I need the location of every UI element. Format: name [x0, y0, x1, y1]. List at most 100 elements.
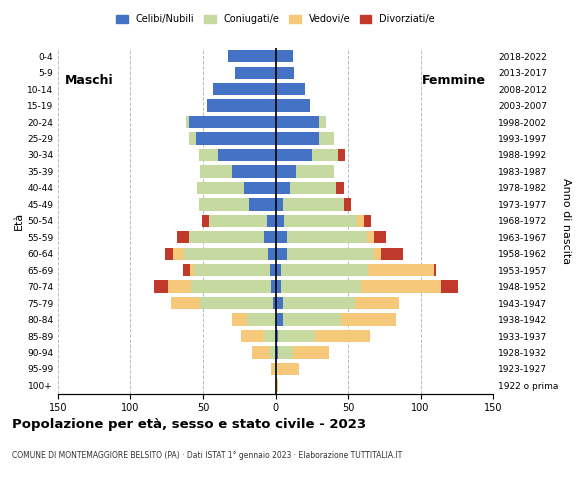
Bar	[276, 330, 278, 342]
Bar	[276, 149, 312, 161]
Bar	[296, 165, 334, 178]
Bar	[271, 280, 276, 293]
Bar	[218, 149, 276, 161]
Bar	[276, 215, 284, 227]
Text: COMUNE DI MONTEMAGGIORE BELSITO (PA) · Dati ISTAT 1° gennaio 2023 · Elaborazione: COMUNE DI MONTEMAGGIORE BELSITO (PA) · D…	[12, 451, 402, 460]
Bar	[188, 132, 196, 144]
Bar	[227, 50, 276, 62]
Bar	[276, 231, 287, 243]
Bar	[276, 116, 319, 128]
Bar	[213, 83, 276, 96]
Bar	[278, 330, 314, 342]
Bar	[312, 149, 338, 161]
Bar	[319, 132, 333, 144]
Bar	[319, 116, 326, 128]
Bar	[336, 182, 343, 194]
Bar	[276, 248, 287, 260]
Bar	[188, 231, 264, 243]
Bar	[274, 363, 276, 375]
Bar	[165, 248, 173, 260]
Bar	[232, 313, 246, 326]
Bar	[173, 248, 184, 260]
Bar	[276, 99, 310, 112]
Bar	[276, 165, 296, 178]
Bar	[441, 280, 458, 293]
Bar	[208, 99, 276, 112]
Bar	[198, 149, 218, 161]
Bar	[276, 182, 290, 194]
Bar	[168, 280, 191, 293]
Bar	[290, 182, 336, 194]
Bar	[252, 346, 270, 359]
Bar	[191, 280, 271, 293]
Bar	[202, 215, 209, 227]
Bar	[235, 67, 276, 79]
Bar	[434, 264, 436, 276]
Bar	[249, 198, 276, 211]
Bar	[281, 280, 361, 293]
Y-axis label: Età: Età	[14, 212, 24, 230]
Bar	[276, 280, 281, 293]
Bar	[276, 50, 293, 62]
Bar	[276, 297, 283, 309]
Bar	[264, 330, 276, 342]
Bar	[357, 215, 364, 227]
Bar	[367, 231, 374, 243]
Legend: Celibi/Nubili, Coniugati/e, Vedovi/e, Divorziati/e: Celibi/Nubili, Coniugati/e, Vedovi/e, Di…	[113, 12, 438, 27]
Bar	[184, 248, 268, 260]
Bar	[200, 297, 273, 309]
Bar	[276, 198, 283, 211]
Bar	[341, 313, 396, 326]
Bar	[271, 363, 274, 375]
Bar	[276, 132, 319, 144]
Bar	[209, 215, 267, 227]
Bar	[338, 149, 345, 161]
Text: Popolazione per età, sesso e stato civile - 2023: Popolazione per età, sesso e stato civil…	[12, 418, 366, 431]
Bar	[361, 280, 441, 293]
Bar	[270, 346, 275, 359]
Bar	[244, 182, 276, 194]
Bar	[283, 313, 341, 326]
Bar	[374, 248, 382, 260]
Y-axis label: Anno di nascita: Anno di nascita	[561, 178, 571, 264]
Bar	[197, 182, 244, 194]
Bar	[267, 215, 276, 227]
Bar	[284, 215, 357, 227]
Bar	[364, 215, 371, 227]
Bar	[278, 346, 293, 359]
Bar	[196, 132, 276, 144]
Bar	[268, 248, 276, 260]
Bar	[355, 297, 399, 309]
Bar	[382, 248, 403, 260]
Bar	[188, 116, 276, 128]
Bar	[183, 264, 190, 276]
Bar	[276, 379, 278, 392]
Bar	[287, 248, 374, 260]
Bar	[276, 363, 299, 375]
Bar	[276, 67, 295, 79]
Bar	[276, 313, 283, 326]
Bar	[190, 264, 194, 276]
Bar	[287, 231, 367, 243]
Bar	[343, 198, 351, 211]
Bar	[314, 330, 370, 342]
Bar	[246, 313, 276, 326]
Bar	[276, 83, 304, 96]
Text: Maschi: Maschi	[65, 74, 114, 87]
Bar	[198, 198, 249, 211]
Bar	[154, 280, 168, 293]
Bar	[276, 346, 278, 359]
Bar	[270, 264, 275, 276]
Bar	[283, 297, 355, 309]
Bar	[194, 264, 270, 276]
Bar	[293, 346, 329, 359]
Text: Femmine: Femmine	[422, 74, 486, 87]
Bar	[273, 297, 275, 309]
Bar	[241, 330, 264, 342]
Bar	[177, 231, 189, 243]
Bar	[200, 165, 232, 178]
Bar	[186, 116, 188, 128]
Bar	[368, 264, 434, 276]
Bar	[374, 231, 386, 243]
Bar	[171, 297, 200, 309]
